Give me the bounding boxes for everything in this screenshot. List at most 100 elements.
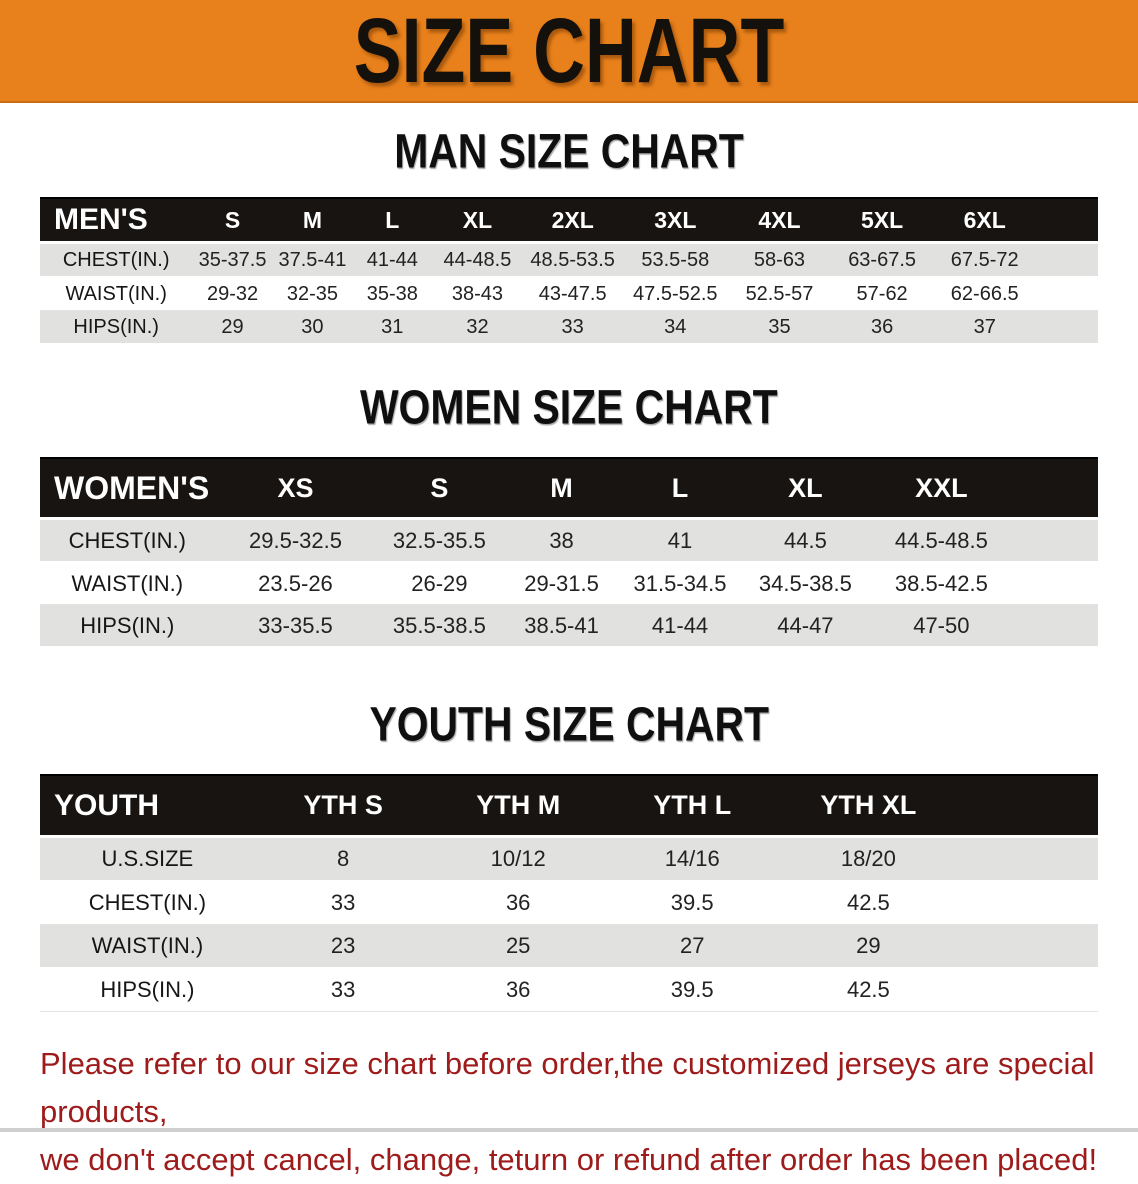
womens-size-table: WOMEN'S XS S M L XL XXL CHEST(IN.) 29.5-… [40, 457, 1098, 648]
table-cell: 62-66.5 [932, 278, 1037, 311]
man-section-heading-text: MAN SIZE CHART [394, 125, 744, 179]
mens-col-header: 3XL [622, 197, 728, 244]
mens-col-header: 6XL [932, 197, 1037, 244]
table-cell: 33-35.5 [214, 605, 377, 648]
table-cell: 34.5-38.5 [739, 563, 872, 605]
mens-chest-row: CHEST(IN.) 35-37.5 37.5-41 41-44 44-48.5… [40, 244, 1098, 278]
table-cell: 63-67.5 [831, 244, 933, 278]
table-cell: 47-50 [871, 605, 1012, 648]
mens-waist-row: WAIST(IN.) 29-32 32-35 35-38 38-43 43-47… [40, 278, 1098, 311]
spacer-cell [1036, 311, 1098, 345]
mens-col-header: S [192, 197, 273, 244]
table-cell: 23.5-26 [214, 563, 377, 605]
table-cell: 36 [431, 882, 605, 925]
table-cell: 52.5-57 [727, 278, 832, 311]
youth-col-header: YTH S [254, 774, 432, 838]
youth-ussize-row: U.S.SIZE 8 10/12 14/16 18/20 [40, 838, 1098, 882]
youth-header-row: YOUTH YTH S YTH M YTH L YTH XL [40, 774, 1098, 838]
women-section-heading: WOMEN SIZE CHART [0, 381, 1138, 435]
spacer-cell [1011, 563, 1098, 605]
table-cell: 38-43 [432, 278, 523, 311]
table-cell: 29-31.5 [502, 563, 621, 605]
youth-waist-row: WAIST(IN.) 23 25 27 29 [40, 925, 1098, 969]
spacer-cell [1011, 605, 1098, 648]
row-label: HIPS(IN.) [40, 311, 193, 345]
mens-col-header: 4XL [727, 197, 832, 244]
table-cell: 18/20 [779, 838, 958, 882]
table-cell: 47.5-52.5 [622, 278, 728, 311]
womens-col-header: L [620, 457, 740, 520]
size-chart-banner: SIZE CHART [0, 0, 1138, 103]
mens-col-header: M [272, 197, 353, 244]
womens-col-header: XXL [871, 457, 1012, 520]
youth-section-heading-text: YOUTH SIZE CHART [369, 698, 769, 752]
table-cell: 37.5-41 [272, 244, 353, 278]
table-cell: 34 [622, 311, 728, 345]
mens-size-table: MEN'S S M L XL 2XL 3XL 4XL 5XL 6XL CHEST… [40, 197, 1098, 345]
table-cell: 33 [254, 969, 432, 1012]
table-cell: 29 [192, 311, 273, 345]
women-section-heading-text: WOMEN SIZE CHART [360, 381, 778, 435]
table-cell: 58-63 [727, 244, 832, 278]
row-label: CHEST(IN.) [40, 520, 215, 563]
banner-title: SIZE CHART [353, 0, 785, 102]
womens-col-header: XL [739, 457, 872, 520]
mens-col-header: 5XL [831, 197, 933, 244]
table-cell: 8 [254, 838, 432, 882]
table-cell: 43-47.5 [522, 278, 623, 311]
table-cell: 38 [502, 520, 621, 563]
row-label: CHEST(IN.) [40, 244, 193, 278]
table-cell: 38.5-42.5 [871, 563, 1012, 605]
womens-col-header: S [376, 457, 503, 520]
youth-col-header: YTH L [604, 774, 780, 838]
table-cell: 39.5 [604, 969, 780, 1012]
table-cell: 48.5-53.5 [522, 244, 623, 278]
spacer-cell [957, 882, 1098, 925]
table-cell: 32 [432, 311, 523, 345]
youth-col-header: YTH XL [779, 774, 958, 838]
spacer-cell [957, 774, 1098, 838]
table-cell: 23 [254, 925, 432, 969]
table-cell: 31 [352, 311, 433, 345]
table-cell: 35-38 [352, 278, 433, 311]
youth-chest-row: CHEST(IN.) 33 36 39.5 42.5 [40, 882, 1098, 925]
table-cell: 44.5 [739, 520, 872, 563]
table-cell: 35-37.5 [192, 244, 273, 278]
table-cell: 10/12 [431, 838, 605, 882]
table-cell: 31.5-34.5 [620, 563, 740, 605]
table-cell: 29 [779, 925, 958, 969]
mens-header-row: MEN'S S M L XL 2XL 3XL 4XL 5XL 6XL [40, 197, 1098, 244]
spacer-cell [957, 925, 1098, 969]
womens-hips-row: HIPS(IN.) 33-35.5 35.5-38.5 38.5-41 41-4… [40, 605, 1098, 648]
womens-col-header: XS [214, 457, 377, 520]
table-cell: 26-29 [376, 563, 503, 605]
table-cell: 53.5-58 [622, 244, 728, 278]
table-cell: 29.5-32.5 [214, 520, 377, 563]
table-cell: 57-62 [831, 278, 933, 311]
row-label: HIPS(IN.) [40, 969, 255, 1012]
spacer-cell [1011, 457, 1098, 520]
table-cell: 67.5-72 [932, 244, 1037, 278]
bottom-edge-strip [0, 1128, 1138, 1132]
table-cell: 29-32 [192, 278, 273, 311]
table-cell: 41-44 [352, 244, 433, 278]
spacer-cell [1036, 197, 1098, 244]
table-cell: 36 [431, 969, 605, 1012]
table-cell: 32.5-35.5 [376, 520, 503, 563]
man-section-heading: MAN SIZE CHART [0, 125, 1138, 179]
table-cell: 35.5-38.5 [376, 605, 503, 648]
youth-corner-label: YOUTH [40, 774, 255, 838]
spacer-cell [1036, 278, 1098, 311]
spacer-cell [1036, 244, 1098, 278]
womens-col-header: M [502, 457, 621, 520]
table-cell: 33 [522, 311, 623, 345]
womens-waist-row: WAIST(IN.) 23.5-26 26-29 29-31.5 31.5-34… [40, 563, 1098, 605]
disclaimer-line-1: Please refer to our size chart before or… [40, 1046, 1095, 1129]
disclaimer-text: Please refer to our size chart before or… [40, 1040, 1120, 1184]
table-cell: 39.5 [604, 882, 780, 925]
row-label: WAIST(IN.) [40, 925, 255, 969]
table-cell: 25 [431, 925, 605, 969]
table-cell: 33 [254, 882, 432, 925]
table-cell: 36 [831, 311, 933, 345]
disclaimer-line-2: we don't accept cancel, change, teturn o… [40, 1142, 1098, 1177]
